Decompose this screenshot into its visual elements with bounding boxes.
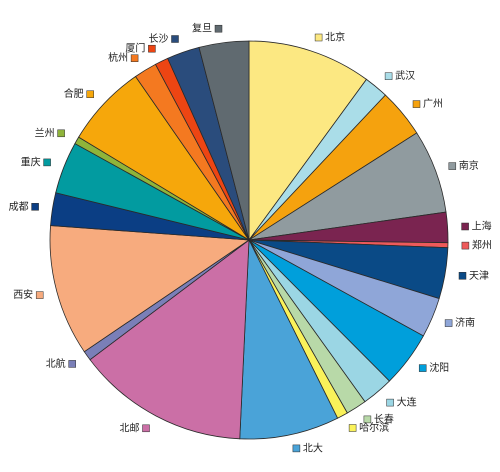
pie-label-10: 长春: [363, 413, 394, 425]
pie-label-marker-12: [292, 444, 301, 453]
pie-slice-13: [89, 239, 250, 440]
pie-label-12: 北大: [292, 441, 323, 454]
pie-label-marker-20: [130, 54, 139, 62]
pie-slice-23: [198, 40, 250, 241]
pie-label-text-11: 哈尔滨: [359, 421, 389, 434]
pie-label-marker-8: [418, 364, 427, 372]
pie-label-marker-5: [461, 241, 470, 250]
pie-label-15: 西安: [13, 288, 44, 301]
pie-label-marker-18: [57, 129, 65, 138]
pie-label-20: 杭州: [108, 51, 139, 64]
pie-label-text-18: 兰州: [35, 126, 55, 139]
pie-label-5: 郑州: [461, 239, 492, 252]
pie-label-marker-21: [148, 44, 156, 53]
pie-label-marker-2: [412, 100, 421, 108]
pie-label-8: 沈阳: [418, 361, 449, 374]
pie-label-marker-14: [68, 360, 76, 368]
pie-label-text-23: 复旦: [192, 22, 212, 35]
pie-label-marker-10: [363, 415, 372, 424]
pie-label-text-14: 北航: [46, 357, 66, 370]
pie-slices: [49, 40, 449, 440]
pie-label-text-9: 大连: [397, 396, 417, 409]
pie-label-18: 兰州: [35, 126, 65, 139]
pie-label-1: 武汉: [384, 69, 415, 82]
pie-label-11: 哈尔滨: [348, 421, 389, 434]
pie-label-4: 上海: [461, 220, 492, 233]
pie-label-2: 广州: [412, 98, 443, 110]
pie-label-marker-19: [86, 90, 94, 98]
pie-label-marker-1: [384, 72, 393, 80]
pie-label-text-10: 长春: [374, 413, 394, 425]
pie-label-text-5: 郑州: [472, 239, 492, 252]
pie-label-text-0: 北京: [325, 31, 345, 44]
pie-label-9: 大连: [386, 396, 417, 409]
pie-label-marker-0: [314, 33, 323, 42]
pie-label-text-21: 厦门: [125, 42, 145, 55]
pie-label-marker-17: [43, 158, 51, 167]
pie-label-19: 合肥: [64, 87, 94, 100]
pie-label-text-15: 西安: [13, 288, 33, 301]
pie-label-marker-4: [461, 222, 469, 231]
pie-label-text-22: 长沙: [149, 33, 169, 45]
pie-label-text-13: 北邮: [120, 421, 140, 434]
pie-label-text-3: 南京: [459, 159, 479, 172]
pie-label-13: 北邮: [120, 421, 150, 434]
pie-label-22: 长沙: [149, 33, 179, 45]
pie-label-marker-15: [35, 291, 44, 299]
pie-label-text-4: 上海: [472, 220, 492, 233]
pie-label-0: 北京: [314, 31, 345, 44]
pie-label-14: 北航: [46, 357, 76, 370]
pie-label-7: 济南: [444, 316, 475, 329]
pie-label-text-8: 沈阳: [429, 361, 449, 374]
pie-label-text-6: 天津: [469, 270, 489, 282]
pie-label-21: 厦门: [125, 42, 156, 55]
pie-label-6: 天津: [458, 270, 489, 282]
pie-label-17: 重庆: [21, 155, 51, 168]
pie-label-16: 成都: [9, 201, 39, 213]
pie-label-text-16: 成都: [9, 201, 29, 213]
pie-label-text-7: 济南: [455, 316, 475, 329]
pie-label-marker-13: [142, 424, 150, 433]
pie-label-text-20: 杭州: [108, 51, 128, 64]
pie-label-text-2: 广州: [423, 98, 443, 110]
pie-label-marker-16: [31, 203, 39, 211]
pie-label-marker-7: [444, 319, 453, 327]
pie-label-text-12: 北大: [303, 441, 323, 454]
pie-slice-12: [239, 238, 339, 440]
pie-label-marker-11: [348, 424, 357, 432]
pie-label-marker-9: [386, 398, 394, 407]
pie-slice-15: [49, 225, 251, 353]
pie-label-marker-22: [171, 35, 179, 43]
pie-label-3: 南京: [448, 159, 479, 172]
pie-label-text-1: 武汉: [395, 69, 415, 82]
pie-label-23: 复旦: [192, 22, 223, 35]
pie-label-marker-23: [214, 24, 223, 33]
pie-label-text-19: 合肥: [64, 87, 84, 100]
pie-label-marker-3: [448, 162, 457, 170]
pie-label-text-17: 重庆: [21, 155, 41, 168]
pie-label-marker-6: [458, 272, 467, 280]
pie-slice-0: [248, 40, 368, 242]
